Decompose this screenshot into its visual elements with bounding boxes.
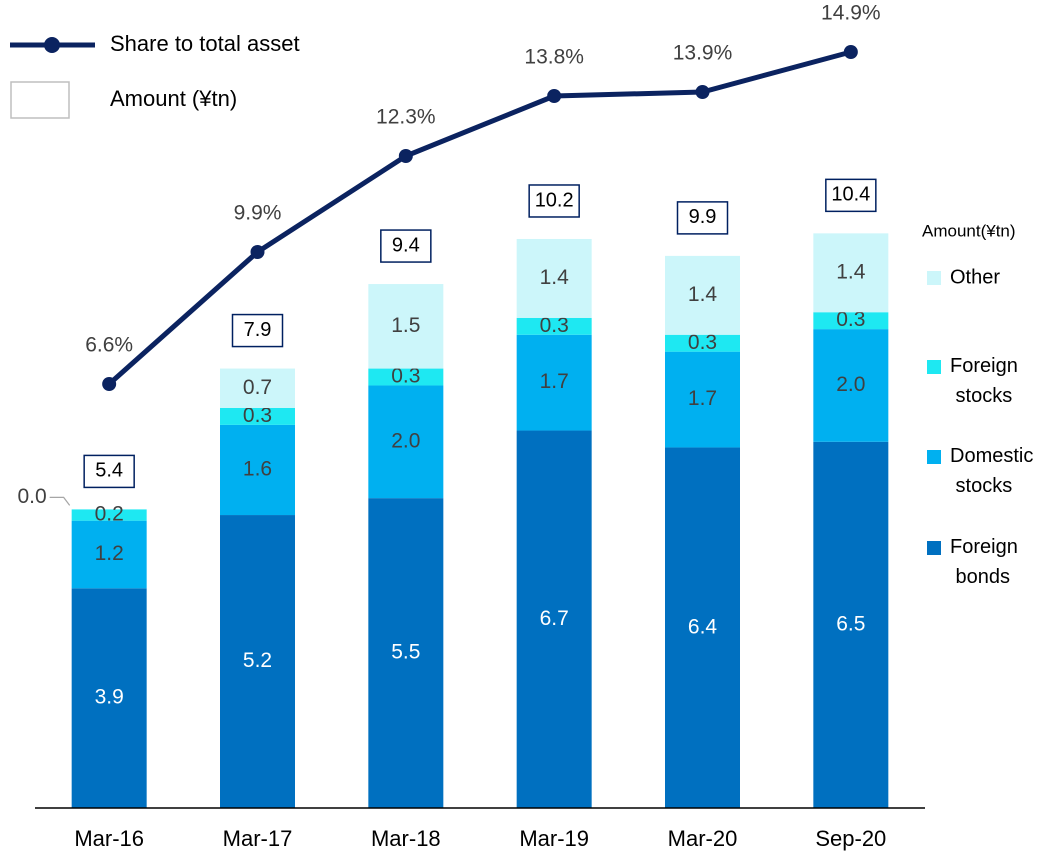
- total-label: 10.2: [535, 189, 574, 211]
- data-label: 0.0: [17, 485, 46, 508]
- bar-segment: [516, 317, 592, 335]
- bar-segment: [813, 233, 889, 313]
- total-label: 5.4: [95, 460, 123, 482]
- bar-segment: [368, 284, 444, 369]
- data-label: 1.2: [95, 542, 124, 565]
- line-marker: [843, 45, 858, 59]
- data-label: 6.7: [540, 607, 569, 630]
- x-tick-label: Mar-17: [223, 826, 293, 851]
- x-tick-label: Mar-16: [74, 826, 144, 851]
- line-series: [107, 49, 852, 386]
- data-label: 3.9: [95, 686, 124, 709]
- legend-label: Other: [950, 266, 1000, 288]
- data-label: 0.7: [243, 376, 272, 399]
- data-label: 1.7: [688, 387, 717, 410]
- bar-segment: [665, 334, 740, 352]
- legend-swatch: [927, 360, 941, 374]
- total-box: [380, 229, 432, 263]
- line-marker: [547, 89, 562, 103]
- total-label: 9.9: [689, 206, 717, 228]
- legend-label: Foreign bonds: [950, 536, 1018, 588]
- bar-segment: [665, 255, 740, 335]
- data-label: 0.3: [540, 314, 569, 337]
- legend-label: Share to total asset: [110, 31, 300, 56]
- bar-segment: [368, 368, 444, 386]
- bar-segment: [813, 329, 889, 442]
- bar-segment: [368, 385, 444, 499]
- data-label: 6.5: [836, 612, 865, 635]
- data-label: 0.3: [688, 331, 717, 354]
- line-label: 9.9%: [234, 202, 282, 225]
- data-label: 6.4: [688, 615, 718, 638]
- legend-swatch: [927, 541, 941, 555]
- bar-segment: [516, 238, 592, 318]
- total-box: [676, 201, 729, 235]
- line-label: 12.3%: [376, 106, 436, 129]
- total-label: 10.4: [831, 184, 870, 206]
- data-label: 1.6: [243, 458, 272, 481]
- data-label: 1.7: [540, 370, 569, 393]
- bar-segment: [516, 430, 592, 808]
- data-label: 0.3: [391, 365, 420, 388]
- line-marker: [250, 245, 265, 259]
- line-label: 13.9%: [673, 42, 733, 65]
- bar-segment: [220, 515, 295, 808]
- legend-swatch: [927, 271, 941, 285]
- bar-segment: [665, 447, 740, 808]
- bar-segment: [71, 588, 147, 808]
- bar-segment: [220, 424, 295, 516]
- x-tick-label: Mar-20: [668, 826, 738, 851]
- data-label: 1.4: [688, 283, 718, 306]
- total-box: [83, 454, 135, 489]
- data-label: 0.3: [836, 308, 865, 331]
- bar-segment: [71, 509, 147, 521]
- data-label: 5.2: [243, 649, 272, 672]
- legend-label: Domestic stocks: [950, 445, 1033, 497]
- line-marker: [398, 149, 413, 163]
- data-label: 1.5: [391, 314, 420, 337]
- legend-label: Amount (¥tn): [110, 86, 237, 111]
- total-label: 9.4: [392, 234, 420, 256]
- legend-box: [10, 81, 70, 119]
- total-box: [528, 184, 580, 218]
- line-label: 6.6%: [85, 334, 133, 357]
- bar-segment: [813, 441, 889, 808]
- x-tick-label: Sep-20: [815, 826, 886, 851]
- data-label: 2.0: [836, 373, 865, 396]
- total-box: [825, 178, 877, 213]
- line-label: 14.9%: [821, 2, 881, 25]
- x-tick-label: Mar-18: [371, 826, 441, 851]
- legend-title: Amount(¥tn): [922, 221, 1016, 240]
- bar-segment: [368, 498, 444, 808]
- bar-segment: [220, 408, 295, 425]
- data-label: 1.4: [540, 266, 570, 289]
- line-label: 13.8%: [524, 46, 584, 69]
- data-label: 0.2: [95, 503, 124, 526]
- data-label: 0.3: [243, 404, 272, 427]
- line-marker: [695, 85, 710, 99]
- line-marker: [102, 377, 117, 391]
- data-label: 5.5: [391, 641, 420, 664]
- leader-line: [49, 496, 71, 506]
- bar-segment: [71, 520, 147, 589]
- legend-swatch: [927, 450, 941, 464]
- data-label: 2.0: [391, 429, 420, 452]
- legend-label: Foreign stocks: [950, 355, 1018, 407]
- bar-segment: [516, 334, 592, 431]
- bar-segment: [813, 312, 889, 330]
- total-label: 7.9: [244, 319, 272, 341]
- x-tick-label: Mar-19: [519, 826, 589, 851]
- bar-segment: [220, 368, 295, 408]
- bar-segment: [665, 351, 740, 448]
- total-box: [231, 313, 284, 348]
- legend-marker: [44, 37, 60, 53]
- data-label: 1.4: [836, 260, 866, 283]
